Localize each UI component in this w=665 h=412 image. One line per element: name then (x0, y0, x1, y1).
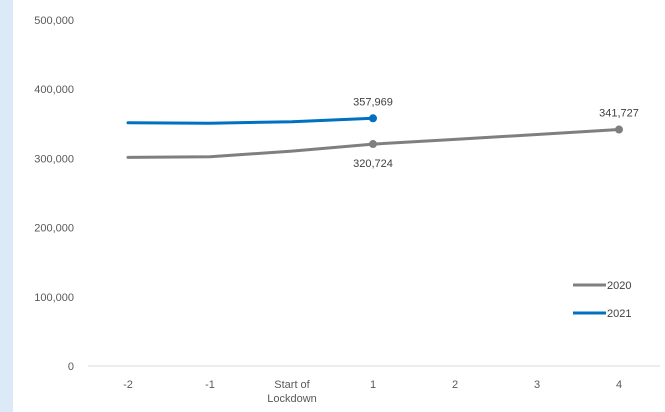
y-tick-label: 300,000 (34, 153, 74, 165)
y-tick-label: 0 (68, 361, 74, 373)
data-label: 341,727 (599, 108, 639, 120)
data-label: 320,724 (353, 158, 393, 170)
x-tick-label: 3 (534, 379, 540, 391)
legend-label: 2021 (607, 308, 631, 320)
y-tick-label: 100,000 (34, 292, 74, 304)
series-line-2021 (126, 116, 375, 125)
legend-label: 2020 (607, 280, 631, 292)
y-tick-label: 400,000 (34, 84, 74, 96)
series-lines (126, 116, 621, 159)
x-tick-label: -2 (123, 379, 133, 391)
data-labels: 357,969 320,724 341,727 (353, 96, 639, 170)
x-tick-label: 1 (370, 379, 376, 391)
data-markers (369, 114, 623, 149)
data-point-marker (369, 114, 377, 123)
data-point-marker (615, 125, 623, 134)
y-axis-labels: 0 100,000 200,000 300,000 400,000 500,000 (34, 15, 74, 373)
data-point-marker (369, 140, 377, 149)
y-tick-label: 200,000 (34, 223, 74, 235)
x-tick-label: 4 (616, 379, 622, 391)
x-tick-label: 2 (452, 379, 458, 391)
left-accent-strip (0, 0, 13, 412)
x-axis-labels: -2 -1 Start of Lockdown 1 2 3 4 (123, 379, 622, 405)
legend: 2020 2021 (573, 280, 631, 320)
y-tick-label: 500,000 (34, 15, 74, 27)
x-tick-label: -1 (205, 379, 215, 391)
x-tick-label: Start of Lockdown (267, 379, 317, 405)
data-label: 357,969 (353, 96, 393, 108)
